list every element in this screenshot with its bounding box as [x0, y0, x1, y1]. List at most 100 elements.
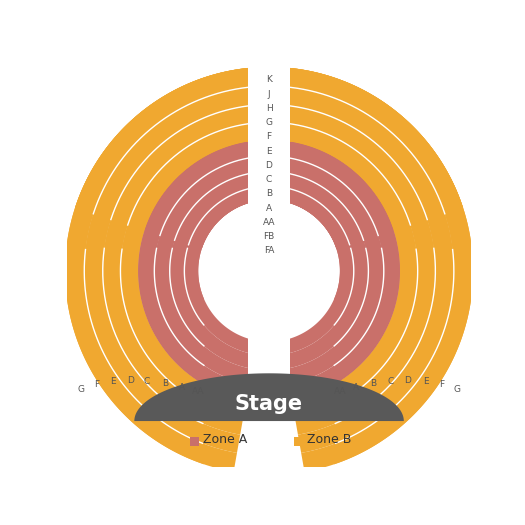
Polygon shape: [75, 68, 249, 214]
Polygon shape: [256, 122, 418, 417]
Polygon shape: [288, 142, 394, 235]
Polygon shape: [288, 190, 350, 249]
Polygon shape: [184, 186, 277, 354]
Text: C: C: [266, 175, 272, 184]
Polygon shape: [259, 156, 384, 384]
Polygon shape: [170, 172, 278, 369]
Polygon shape: [120, 122, 282, 417]
Polygon shape: [154, 156, 279, 384]
Polygon shape: [261, 186, 354, 354]
Polygon shape: [289, 124, 411, 230]
Polygon shape: [160, 159, 250, 240]
Polygon shape: [288, 159, 378, 240]
Polygon shape: [289, 124, 411, 230]
Polygon shape: [261, 186, 354, 354]
Text: D: D: [405, 376, 412, 385]
Polygon shape: [288, 159, 378, 240]
Text: F: F: [439, 381, 445, 390]
Polygon shape: [259, 156, 384, 384]
Polygon shape: [170, 172, 278, 369]
Text: A: A: [180, 383, 185, 392]
Text: A: A: [353, 383, 359, 392]
Text: D: D: [266, 161, 272, 170]
Polygon shape: [253, 86, 454, 453]
Polygon shape: [93, 87, 249, 219]
Polygon shape: [93, 87, 249, 219]
Polygon shape: [251, 67, 473, 472]
Bar: [294, 437, 303, 446]
Polygon shape: [289, 106, 427, 225]
Polygon shape: [260, 172, 369, 369]
Text: G: G: [77, 385, 85, 394]
Polygon shape: [184, 186, 277, 354]
Bar: [204, 263, 248, 467]
Text: K: K: [266, 76, 272, 85]
Polygon shape: [256, 122, 418, 417]
Text: E: E: [423, 377, 428, 386]
Text: C: C: [144, 376, 150, 386]
Text: B: B: [162, 379, 168, 388]
Polygon shape: [144, 142, 250, 235]
Polygon shape: [188, 190, 250, 249]
Text: B: B: [370, 379, 376, 388]
Text: AA: AA: [334, 386, 346, 396]
Text: J: J: [268, 90, 270, 99]
Polygon shape: [175, 174, 250, 245]
Polygon shape: [255, 104, 435, 435]
Polygon shape: [258, 140, 400, 400]
Polygon shape: [288, 190, 350, 249]
Text: Stage: Stage: [235, 394, 303, 414]
Text: AA: AA: [192, 386, 204, 396]
Polygon shape: [144, 142, 250, 235]
Bar: [190, 437, 200, 446]
Bar: [67, 271, 471, 467]
Polygon shape: [289, 87, 445, 219]
Polygon shape: [258, 140, 400, 400]
Polygon shape: [120, 122, 282, 417]
Polygon shape: [188, 190, 250, 249]
Polygon shape: [253, 86, 454, 453]
Polygon shape: [289, 68, 463, 214]
Polygon shape: [255, 104, 435, 435]
Bar: [248, 63, 290, 467]
Text: G: G: [266, 118, 272, 127]
Text: G: G: [454, 385, 461, 394]
Text: AA: AA: [263, 218, 275, 227]
Polygon shape: [288, 142, 394, 235]
Text: FB: FB: [264, 232, 275, 241]
Polygon shape: [134, 373, 404, 421]
Polygon shape: [175, 174, 250, 245]
Text: H: H: [266, 104, 272, 113]
Polygon shape: [75, 68, 249, 214]
Polygon shape: [103, 104, 284, 435]
Polygon shape: [128, 124, 249, 230]
Text: C: C: [387, 376, 393, 386]
Polygon shape: [128, 124, 249, 230]
Polygon shape: [85, 86, 285, 453]
Text: Zone B: Zone B: [307, 433, 352, 446]
Polygon shape: [85, 86, 285, 453]
Polygon shape: [111, 106, 249, 225]
Polygon shape: [288, 174, 363, 245]
Polygon shape: [289, 87, 445, 219]
Polygon shape: [103, 104, 284, 435]
Text: Zone A: Zone A: [203, 433, 247, 446]
Polygon shape: [260, 172, 369, 369]
Polygon shape: [138, 140, 280, 400]
Text: B: B: [266, 190, 272, 198]
Polygon shape: [289, 68, 463, 214]
Text: A: A: [266, 204, 272, 213]
Text: F: F: [93, 381, 99, 390]
Polygon shape: [251, 67, 473, 472]
Polygon shape: [138, 140, 280, 400]
Polygon shape: [111, 106, 249, 225]
Text: E: E: [266, 146, 272, 156]
Text: F: F: [267, 132, 271, 141]
Polygon shape: [160, 159, 250, 240]
Polygon shape: [154, 156, 279, 384]
Text: FA: FA: [264, 246, 274, 255]
Polygon shape: [288, 174, 363, 245]
Text: E: E: [110, 377, 116, 386]
Text: D: D: [127, 376, 133, 385]
Polygon shape: [65, 67, 287, 472]
